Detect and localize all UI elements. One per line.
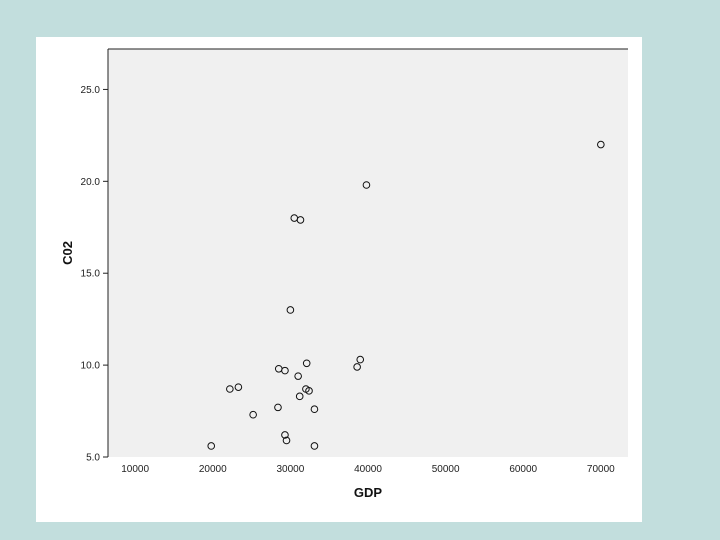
x-tick-label: 30000 [276, 464, 304, 475]
x-tick-label: 40000 [354, 464, 382, 475]
y-axis-ticks: 5.0 10.0 15.0 20.0 25.0 [81, 85, 108, 464]
y-tick-label: 10.0 [81, 361, 101, 372]
data-point [249, 410, 257, 419]
data-point [362, 181, 371, 189]
data-points [207, 140, 605, 450]
data-point [353, 363, 361, 371]
data-point [226, 385, 234, 393]
data-point [207, 442, 216, 450]
chart-panel: 5.0 10.0 15.0 20.0 25.0 10000 20000 30000 40000… [36, 37, 642, 522]
y-tick-label: 5.0 [86, 453, 100, 464]
data-point [597, 140, 605, 149]
x-tick-label: 60000 [509, 464, 537, 475]
y-tick-label: 15.0 [81, 269, 101, 280]
y-axis-title: C02 [60, 241, 75, 265]
data-point [310, 442, 319, 450]
y-tick-label: 20.0 [81, 177, 101, 188]
data-point [282, 436, 291, 445]
data-point [234, 383, 243, 391]
scatter-chart: 5.0 10.0 15.0 20.0 25.0 10000 20000 30000 40000… [60, 48, 628, 500]
plot-area [108, 49, 628, 457]
data-point [356, 355, 365, 364]
data-point [274, 403, 282, 412]
data-point [286, 306, 295, 314]
data-point [295, 392, 304, 401]
y-tick-label: 25.0 [81, 85, 101, 96]
data-point [310, 405, 319, 414]
x-tick-label: 10000 [121, 464, 149, 475]
x-tick-label: 50000 [432, 464, 460, 475]
data-point [281, 431, 289, 439]
x-tick-label: 20000 [199, 464, 227, 475]
data-point [296, 216, 305, 224]
data-point [302, 359, 311, 368]
data-point [305, 387, 313, 395]
x-axis-title: GDP [354, 485, 383, 500]
data-point [294, 372, 302, 380]
x-tick-label: 70000 [587, 464, 615, 475]
data-point [281, 366, 289, 375]
x-axis-ticks: 10000 20000 30000 40000 50000 60000 70000 [121, 464, 615, 475]
